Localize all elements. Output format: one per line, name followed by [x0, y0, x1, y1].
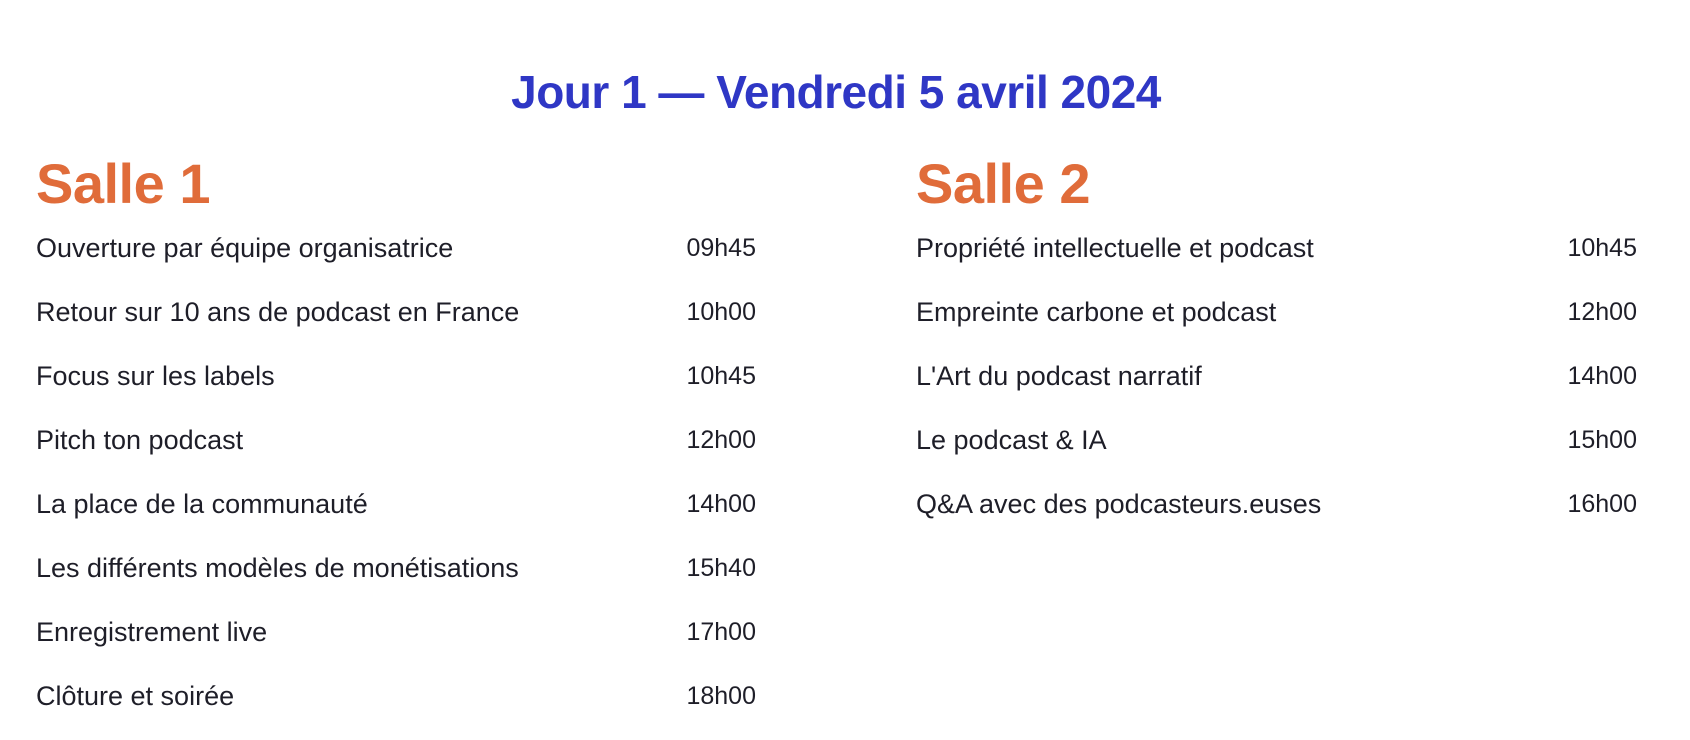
- session-row: Propriété intellectuelle et podcast 10h45: [916, 216, 1637, 280]
- session-time: 15h40: [686, 553, 756, 582]
- session-time: 18h00: [686, 681, 756, 710]
- room-2-heading: Salle 2: [916, 152, 1090, 215]
- session-time: 15h00: [1567, 425, 1637, 454]
- session-title: Le podcast & IA: [916, 424, 1107, 455]
- session-time: 12h00: [1567, 297, 1637, 326]
- room-2-session-list: Propriété intellectuelle et podcast 10h45…: [916, 216, 1637, 536]
- session-title: Ouverture par équipe organisatrice: [36, 232, 454, 263]
- room-1-heading: Salle 1: [36, 152, 210, 215]
- session-row: Les différents modèles de monétisations 1…: [36, 536, 756, 600]
- session-time: 12h00: [686, 425, 756, 454]
- session-title: L'Art du podcast narratif: [916, 360, 1202, 391]
- session-title: Q&A avec des podcasteurs.euses: [916, 488, 1322, 519]
- session-title: Focus sur les labels: [36, 360, 275, 391]
- session-time: 17h00: [686, 617, 756, 646]
- session-title: Clôture et soirée: [36, 680, 235, 711]
- session-row: Focus sur les labels 10h45: [36, 344, 756, 408]
- session-title: Les différents modèles de monétisations: [36, 552, 519, 583]
- room-1-schedule: Salle 1 Ouverture par équipe organisatri…: [36, 154, 756, 728]
- session-time: 10h45: [686, 361, 756, 390]
- room-1-session-list: Ouverture par équipe organisatrice 09h45 R…: [36, 216, 756, 728]
- session-time: 10h45: [1567, 233, 1637, 262]
- session-row: Ouverture par équipe organisatrice 09h45: [36, 216, 756, 280]
- session-title: Retour sur 10 ans de podcast en France: [36, 296, 520, 327]
- session-title: La place de la communauté: [36, 488, 368, 519]
- session-time: 16h00: [1567, 489, 1637, 518]
- session-row: Pitch ton podcast 12h00: [36, 408, 756, 472]
- session-row: Retour sur 10 ans de podcast en France 10…: [36, 280, 756, 344]
- session-title: Empreinte carbone et podcast: [916, 296, 1277, 327]
- session-row: Q&A avec des podcasteurs.euses 16h00: [916, 472, 1637, 536]
- session-row: Le podcast & IA 15h00: [916, 408, 1637, 472]
- session-time: 14h00: [686, 489, 756, 518]
- session-row: Empreinte carbone et podcast 12h00: [916, 280, 1637, 344]
- room-2-schedule: Salle 2 Propriété intellectuelle et podc…: [916, 154, 1637, 536]
- session-time: 09h45: [686, 233, 756, 262]
- session-title: Pitch ton podcast: [36, 424, 244, 455]
- session-title: Enregistrement live: [36, 616, 268, 647]
- session-title: Propriété intellectuelle et podcast: [916, 232, 1314, 263]
- session-time: 14h00: [1567, 361, 1637, 390]
- day-title: Jour 1 — Vendredi 5 avril 2024: [511, 65, 1161, 118]
- session-row: Clôture et soirée 18h00: [36, 664, 756, 728]
- session-row: L'Art du podcast narratif 14h00: [916, 344, 1637, 408]
- session-time: 10h00: [686, 297, 756, 326]
- session-row: La place de la communauté 14h00: [36, 472, 756, 536]
- session-row: Enregistrement live 17h00: [36, 600, 756, 664]
